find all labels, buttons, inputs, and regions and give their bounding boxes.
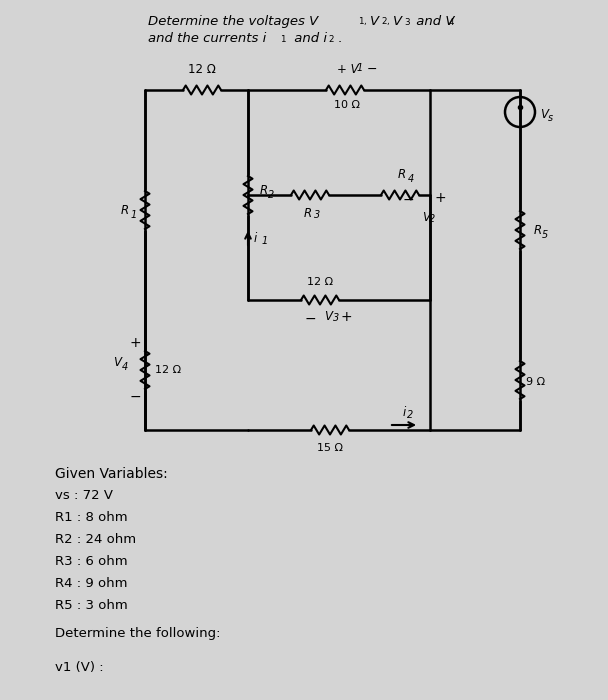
Text: R4 : 9 ohm: R4 : 9 ohm <box>55 577 128 590</box>
Text: 5: 5 <box>542 230 548 240</box>
Text: R2 : 24 ohm: R2 : 24 ohm <box>55 533 136 546</box>
Text: and the currents i: and the currents i <box>148 32 266 45</box>
Text: $_4$: $_4$ <box>448 15 455 28</box>
Text: V: V <box>113 356 121 368</box>
Text: 4: 4 <box>408 174 414 184</box>
Text: 10 Ω: 10 Ω <box>334 100 360 110</box>
Text: 1: 1 <box>262 236 268 246</box>
Text: and V: and V <box>412 15 455 28</box>
Text: 2: 2 <box>429 214 435 224</box>
Text: 12 Ω: 12 Ω <box>155 365 181 375</box>
Text: $_{1,}$: $_{1,}$ <box>358 15 367 28</box>
Text: 12 Ω: 12 Ω <box>307 277 333 287</box>
Text: R3 : 6 ohm: R3 : 6 ohm <box>55 555 128 568</box>
Text: −: − <box>129 390 141 404</box>
Text: and i: and i <box>290 32 327 45</box>
Text: V: V <box>324 310 332 323</box>
Text: 12 Ω: 12 Ω <box>188 63 216 76</box>
Text: 4: 4 <box>122 362 128 372</box>
Text: 9 Ω: 9 Ω <box>526 377 545 387</box>
Text: −: − <box>402 193 414 207</box>
Text: R: R <box>121 204 129 216</box>
Text: R: R <box>260 183 268 197</box>
Text: 15 Ω: 15 Ω <box>317 443 343 453</box>
Text: V: V <box>540 108 548 120</box>
Text: Determine the following:: Determine the following: <box>55 627 221 640</box>
Text: i: i <box>402 405 406 419</box>
Text: s: s <box>548 113 553 123</box>
Text: vs : 72 V: vs : 72 V <box>55 489 113 502</box>
Text: Given Variables:: Given Variables: <box>55 467 168 481</box>
Text: 3: 3 <box>333 313 339 323</box>
Text: $_3$: $_3$ <box>404 15 411 28</box>
Text: i: i <box>254 232 257 244</box>
Text: 2: 2 <box>407 410 413 420</box>
Text: $_2$: $_2$ <box>328 32 335 45</box>
Text: R1 : 8 ohm: R1 : 8 ohm <box>55 511 128 524</box>
Text: +: + <box>340 310 352 324</box>
Text: V: V <box>422 211 430 224</box>
Text: R: R <box>398 168 406 181</box>
Text: 1: 1 <box>357 63 363 73</box>
Text: R5 : 3 ohm: R5 : 3 ohm <box>55 599 128 612</box>
Text: v1 (V) :: v1 (V) : <box>55 661 103 674</box>
Text: +: + <box>434 191 446 205</box>
Text: 1: 1 <box>131 210 137 220</box>
Text: −: − <box>363 63 378 76</box>
Text: 2: 2 <box>268 190 274 200</box>
Text: + V: + V <box>337 63 359 76</box>
Text: +: + <box>129 336 141 350</box>
Text: V: V <box>370 15 379 28</box>
Text: Determine the voltages V: Determine the voltages V <box>148 15 318 28</box>
Text: V: V <box>393 15 402 28</box>
Text: R: R <box>304 207 312 220</box>
Text: $_{2,}$: $_{2,}$ <box>381 15 390 28</box>
Text: .: . <box>338 32 342 45</box>
Text: $_1$: $_1$ <box>280 32 287 45</box>
Text: 3: 3 <box>314 210 320 220</box>
Text: R: R <box>534 223 542 237</box>
Text: −: − <box>304 312 316 326</box>
